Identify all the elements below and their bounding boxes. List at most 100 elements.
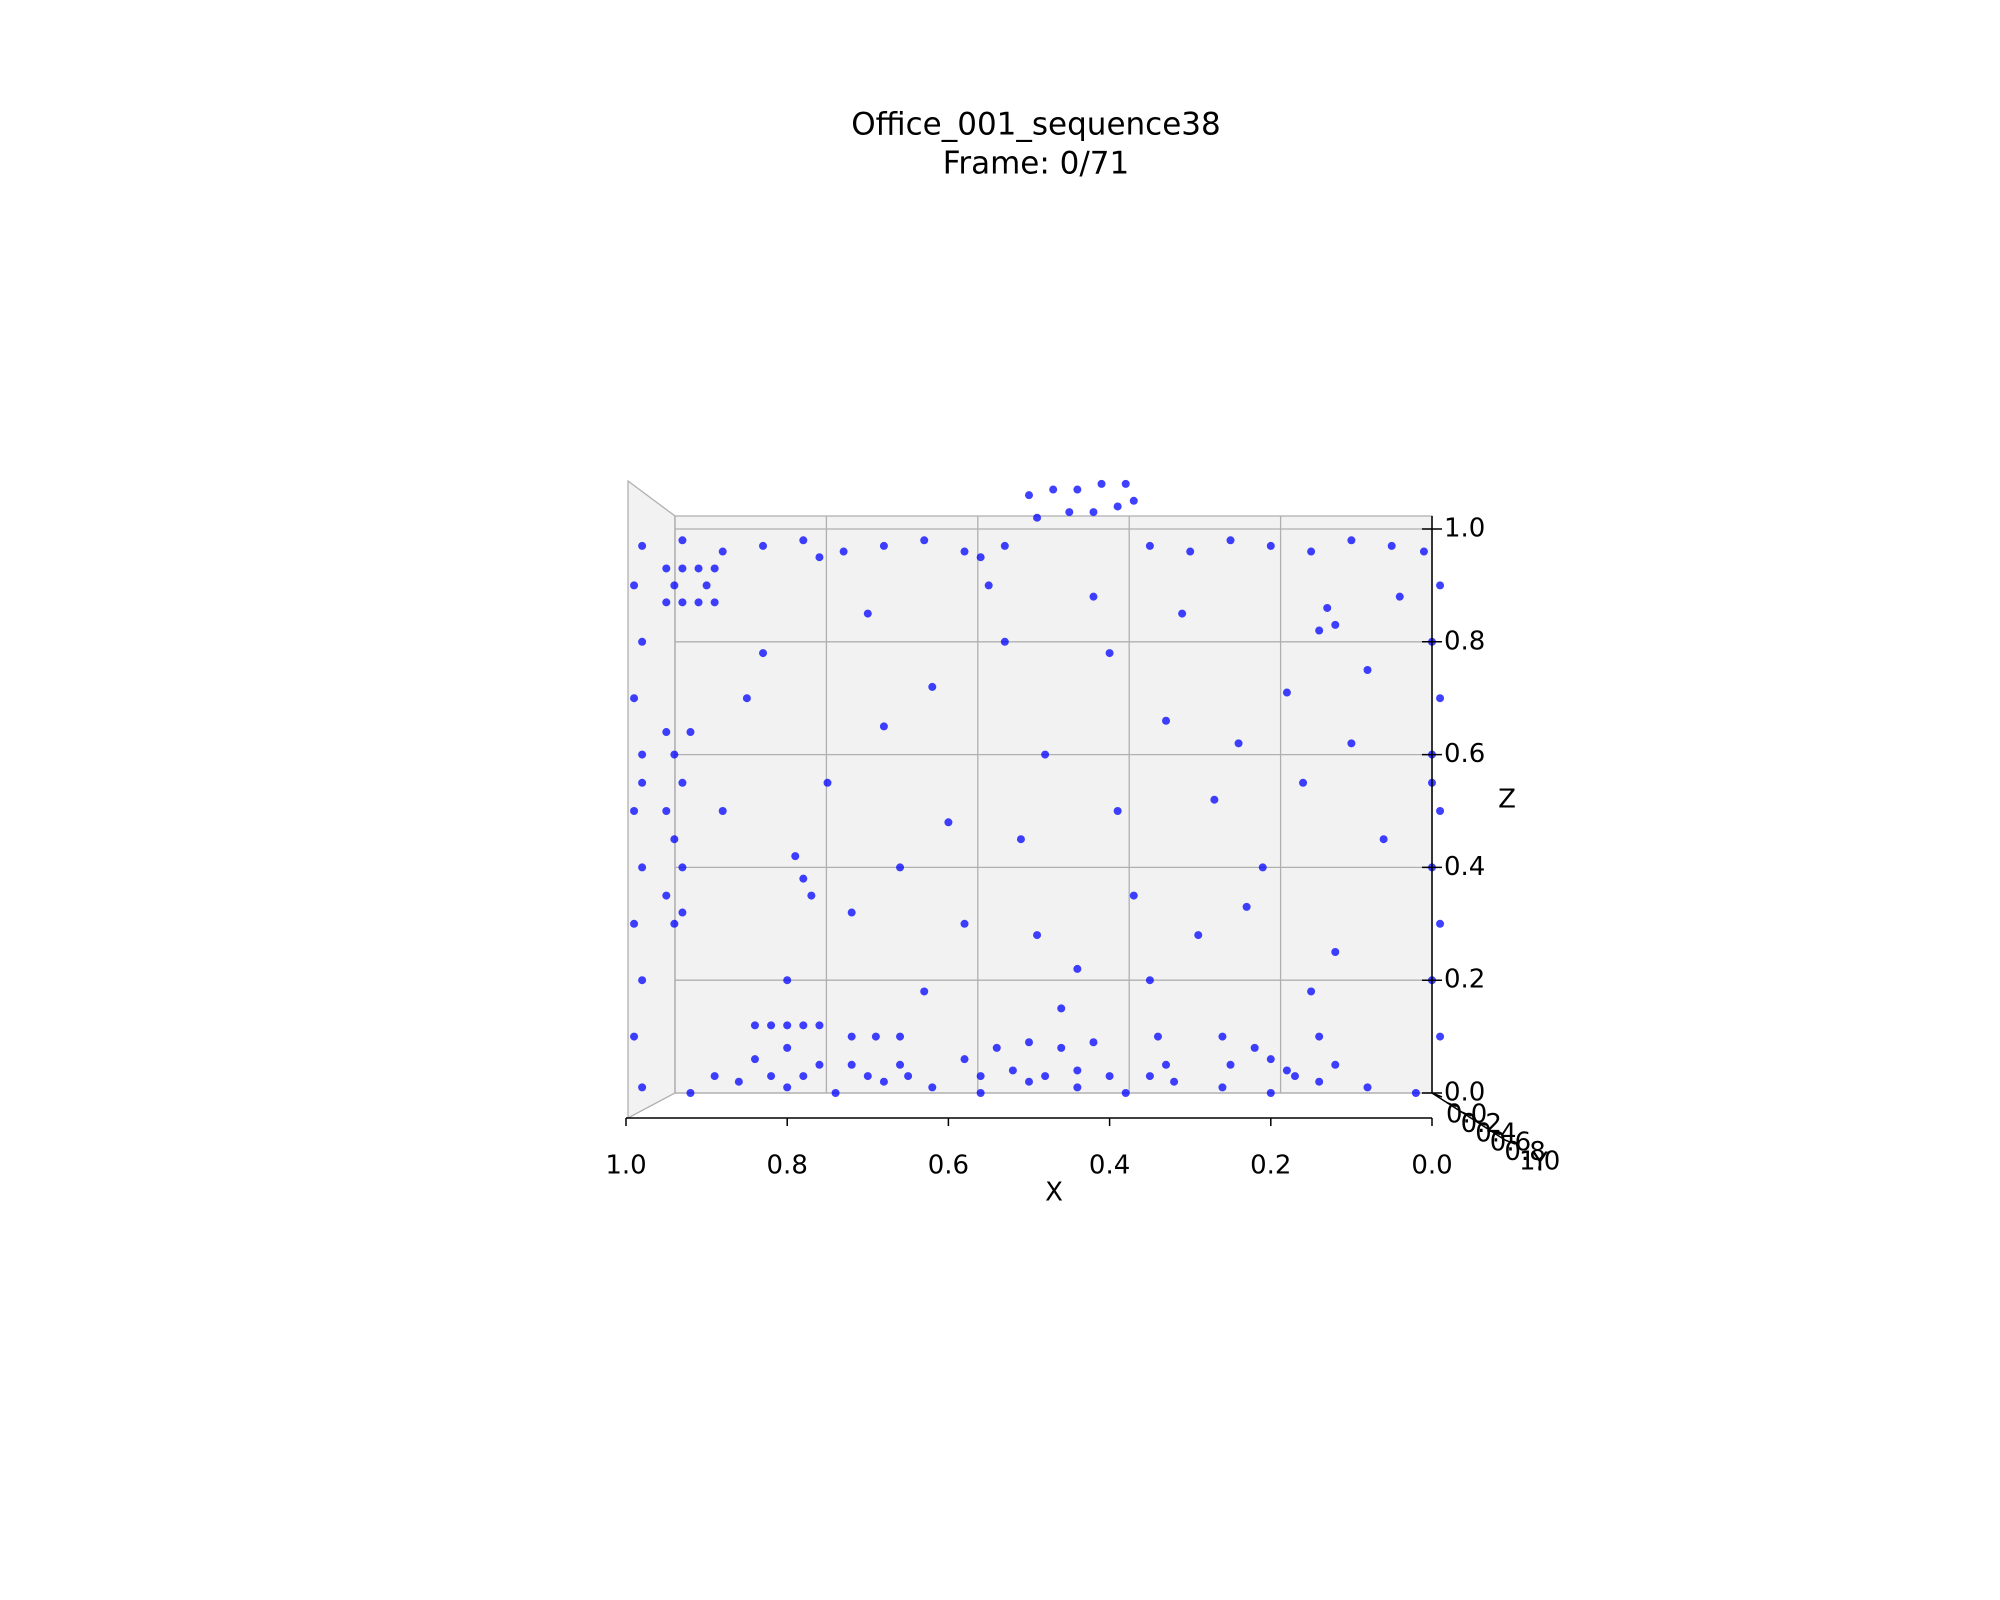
point xyxy=(1363,666,1372,674)
point xyxy=(638,976,647,985)
point xyxy=(630,807,639,815)
point xyxy=(791,852,800,861)
point xyxy=(1436,919,1445,928)
point xyxy=(1210,795,1219,804)
point xyxy=(678,564,687,573)
point xyxy=(1379,835,1388,844)
point xyxy=(1089,592,1098,601)
point xyxy=(1266,1089,1275,1097)
point xyxy=(1008,1066,1017,1075)
y-tick xyxy=(1490,1129,1501,1136)
point xyxy=(1162,1060,1171,1069)
point xyxy=(879,722,888,731)
point xyxy=(920,987,929,996)
point xyxy=(638,778,647,787)
point xyxy=(1299,778,1308,787)
point xyxy=(976,1089,985,1097)
point xyxy=(807,891,816,900)
point xyxy=(1258,863,1267,872)
point xyxy=(678,598,687,607)
point xyxy=(1347,536,1356,545)
x-tick-label: 0.4 xyxy=(1089,1151,1130,1181)
point xyxy=(638,637,647,646)
point xyxy=(960,1055,969,1064)
point xyxy=(1129,496,1138,505)
point xyxy=(1242,902,1251,911)
point xyxy=(1436,807,1445,815)
point xyxy=(871,1032,880,1041)
point xyxy=(630,1032,639,1041)
y-tick-label: 0.0 xyxy=(1446,1100,1487,1130)
point xyxy=(1282,1066,1291,1075)
y-tick-label: 0.8 xyxy=(1504,1137,1545,1167)
point xyxy=(630,694,639,703)
point xyxy=(1000,637,1009,646)
point xyxy=(678,908,687,917)
point xyxy=(783,1043,792,1052)
y-axis-label: Y xyxy=(1531,1148,1548,1178)
point xyxy=(670,835,679,844)
point xyxy=(863,609,872,618)
point xyxy=(1105,1072,1114,1081)
point xyxy=(1266,541,1275,550)
z-tick-label: 1.0 xyxy=(1444,514,1485,544)
x-tick-label: 0.2 xyxy=(1250,1151,1291,1181)
point xyxy=(678,863,687,872)
point xyxy=(1073,1066,1082,1075)
point xyxy=(1315,1077,1324,1086)
point xyxy=(1290,1072,1299,1081)
z-tick-label: 0.6 xyxy=(1444,739,1485,769)
point xyxy=(662,807,671,815)
z-axis-label: Z xyxy=(1498,785,1516,815)
z-tick-label: 0.4 xyxy=(1444,852,1485,882)
point xyxy=(976,553,985,562)
point xyxy=(1226,536,1235,545)
point xyxy=(759,649,768,658)
point xyxy=(1057,1043,1066,1052)
point xyxy=(1041,1072,1050,1081)
point xyxy=(1387,541,1396,550)
point xyxy=(694,564,703,573)
side-pane xyxy=(627,479,676,1120)
point xyxy=(1121,479,1130,488)
point xyxy=(686,728,695,737)
point xyxy=(928,1083,937,1092)
point xyxy=(1331,620,1340,629)
point xyxy=(678,778,687,787)
point xyxy=(896,1032,905,1041)
point xyxy=(1025,1038,1033,1047)
point xyxy=(1145,541,1154,550)
y-tick xyxy=(1504,1139,1516,1145)
point xyxy=(1129,891,1138,900)
point xyxy=(1113,502,1122,511)
point xyxy=(1218,1032,1227,1041)
point xyxy=(662,891,671,900)
point xyxy=(1170,1077,1179,1086)
point xyxy=(783,1021,792,1030)
point xyxy=(742,694,751,703)
point xyxy=(1057,1004,1066,1013)
point xyxy=(1145,1072,1154,1081)
point xyxy=(831,1089,840,1097)
point xyxy=(1033,513,1042,522)
point xyxy=(1073,964,1082,973)
point xyxy=(662,564,671,573)
point xyxy=(920,536,929,545)
z-tick-label: 0.0 xyxy=(1444,1078,1485,1108)
point xyxy=(823,778,832,787)
point xyxy=(1145,976,1154,985)
point xyxy=(1436,694,1445,703)
point xyxy=(839,547,848,556)
point xyxy=(847,1032,856,1041)
z-tick-label: 0.8 xyxy=(1444,626,1485,656)
point xyxy=(896,1060,905,1069)
point xyxy=(1331,948,1340,956)
x-tick-label: 0.0 xyxy=(1411,1151,1452,1181)
point xyxy=(1315,626,1324,635)
point xyxy=(662,598,671,607)
chart-title: Office_001_sequence38 xyxy=(851,107,1221,143)
point xyxy=(702,581,711,590)
point xyxy=(992,1043,1001,1052)
point xyxy=(630,581,639,590)
point xyxy=(1436,581,1445,590)
